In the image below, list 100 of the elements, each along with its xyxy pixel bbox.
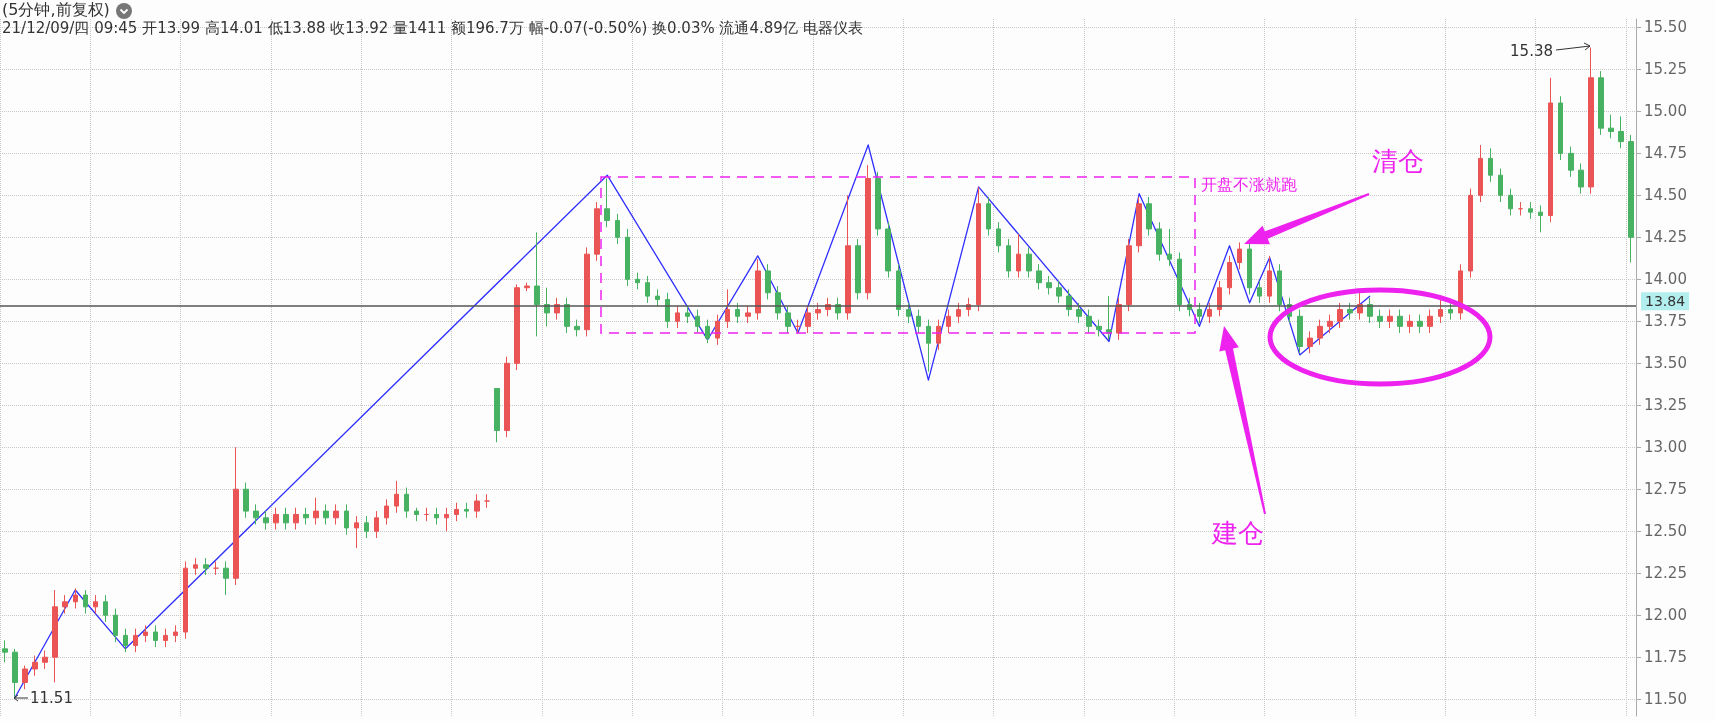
candlestick	[354, 515, 359, 549]
candlestick	[795, 319, 801, 334]
candlestick	[213, 560, 219, 576]
candlestick	[404, 487, 409, 519]
candlestick	[153, 624, 158, 648]
candlestick	[875, 171, 881, 237]
candlestick	[313, 497, 319, 526]
y-tick-label: 11.50	[1644, 690, 1687, 709]
candlestick	[1036, 263, 1042, 290]
candlestick	[815, 302, 821, 321]
candlestick	[444, 507, 449, 532]
candlestick	[916, 309, 921, 334]
candlestick	[384, 498, 389, 526]
candlestick	[615, 213, 620, 245]
candlestick	[414, 507, 419, 522]
candlestick	[133, 628, 138, 653]
candlestick	[424, 507, 429, 522]
candlestick	[1578, 162, 1584, 195]
candlestick	[103, 594, 108, 623]
y-tick-label: 12.75	[1644, 480, 1687, 499]
candlestick	[524, 282, 530, 292]
candlestick	[73, 587, 78, 610]
candlestick	[263, 510, 269, 531]
candlestick	[374, 510, 379, 539]
candlestick	[705, 319, 710, 344]
candlestick	[1598, 70, 1604, 136]
y-tick-label: 11.75	[1644, 648, 1687, 667]
candlestick	[1297, 309, 1303, 354]
candlestick	[42, 650, 48, 670]
candlestick	[1197, 302, 1202, 324]
annotation: 11.51	[30, 689, 73, 707]
candlestick	[996, 221, 1001, 253]
candlestick	[1237, 241, 1242, 270]
candlestick	[594, 201, 600, 262]
candlestick	[1337, 302, 1343, 329]
y-tick-label: 13.50	[1644, 354, 1687, 373]
candlestick	[635, 272, 640, 290]
candlestick	[534, 231, 540, 337]
chart-subtitle: 21/12/09/四 09:45 开13.99 高14.01 低13.88 收13.92 量1411 额196.7万 幅-0.07(-0.50%) 换0.03% 流通4.89亿 电器仪表	[2, 19, 863, 38]
candlestick	[1327, 314, 1333, 334]
candlestick	[1347, 302, 1353, 321]
candlestick	[62, 594, 68, 615]
candlestick	[665, 292, 670, 329]
y-tick-label: 15.25	[1644, 60, 1687, 79]
candlestick	[1407, 314, 1413, 334]
candlestick	[1548, 77, 1553, 223]
candlestick	[1156, 221, 1162, 262]
candlestick	[233, 446, 239, 586]
candlestick	[1508, 188, 1513, 216]
candlestick	[273, 507, 279, 531]
candlestick	[604, 178, 610, 228]
candlestick	[1608, 114, 1614, 139]
candlestick	[1207, 302, 1212, 324]
candlestick	[1076, 302, 1082, 324]
candlestick	[193, 557, 198, 576]
candlestick	[775, 285, 781, 321]
y-tick-label: 13.00	[1644, 438, 1687, 457]
candlestick	[1106, 295, 1112, 341]
candlestick	[1096, 319, 1102, 337]
candlestick	[1167, 228, 1172, 267]
candlestick	[1588, 47, 1594, 195]
y-tick-label: 15.50	[1644, 18, 1687, 37]
candlestick	[1177, 251, 1182, 312]
candlestick	[394, 480, 399, 514]
candlestick	[183, 560, 188, 640]
candlestick	[1277, 263, 1282, 312]
candlestick	[1558, 95, 1563, 161]
candlestick	[584, 246, 590, 337]
candlestick	[1026, 246, 1032, 279]
candlestick	[52, 589, 58, 683]
candlestick	[1488, 147, 1493, 183]
candlestick	[323, 503, 329, 526]
y-tick-label: 14.75	[1644, 144, 1687, 163]
candlestick	[464, 502, 469, 519]
candlestick	[1217, 280, 1222, 317]
y-tick-label: 12.50	[1644, 522, 1687, 541]
candlestick	[1538, 204, 1543, 233]
candlestick	[1016, 233, 1021, 279]
candlestick	[936, 319, 941, 351]
candlestick	[1478, 144, 1483, 203]
candlestick	[765, 263, 771, 300]
candlestick	[805, 305, 811, 334]
y-tick-label: 14.00	[1644, 270, 1687, 289]
y-tick-label: 13.25	[1644, 396, 1687, 415]
candlestick	[83, 589, 88, 615]
candlestick	[695, 309, 700, 334]
candlestick	[1427, 309, 1433, 334]
candlestick	[494, 387, 500, 443]
candlestick	[1247, 241, 1252, 295]
candlestick	[976, 186, 981, 312]
y-tick-label: 12.25	[1644, 564, 1687, 583]
candlestick	[946, 309, 951, 334]
candlestick	[1528, 201, 1533, 220]
candlestick	[253, 503, 259, 526]
candlestick	[1307, 330, 1313, 354]
candlestick	[1046, 275, 1052, 295]
candlestick	[1006, 238, 1011, 279]
candlestick	[1438, 298, 1443, 324]
candlestick	[514, 283, 520, 371]
candlestick	[1377, 309, 1383, 329]
